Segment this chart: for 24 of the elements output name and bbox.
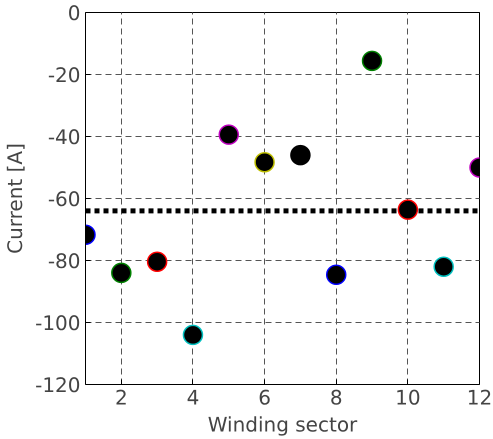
y-tick-label: 0 [68,1,81,25]
point [433,256,454,277]
x-tick-label: 2 [114,386,128,410]
point [254,152,275,172]
point [326,264,346,285]
x-tick-label: 12 [466,386,492,410]
point [218,124,240,145]
x-tick-label: 8 [330,386,343,410]
y-tick-label: -40 [48,125,81,149]
y-tick-label: -120 [35,373,80,397]
point [146,252,168,272]
point [290,144,311,166]
x-tick-label: 6 [258,386,271,410]
y-tick-label: -100 [35,311,80,335]
point [182,324,204,346]
x-tick-label: 4 [186,386,200,410]
x-axis-title: Winding sector [208,412,358,436]
y-tick-label: -80 [48,249,81,273]
y-tick-label: -60 [48,187,81,211]
y-tick-label: -20 [48,63,81,87]
x-tick-label: 10 [395,386,421,410]
y-axis-title: Current [A] [3,143,28,254]
point [111,262,132,284]
point [362,50,382,72]
